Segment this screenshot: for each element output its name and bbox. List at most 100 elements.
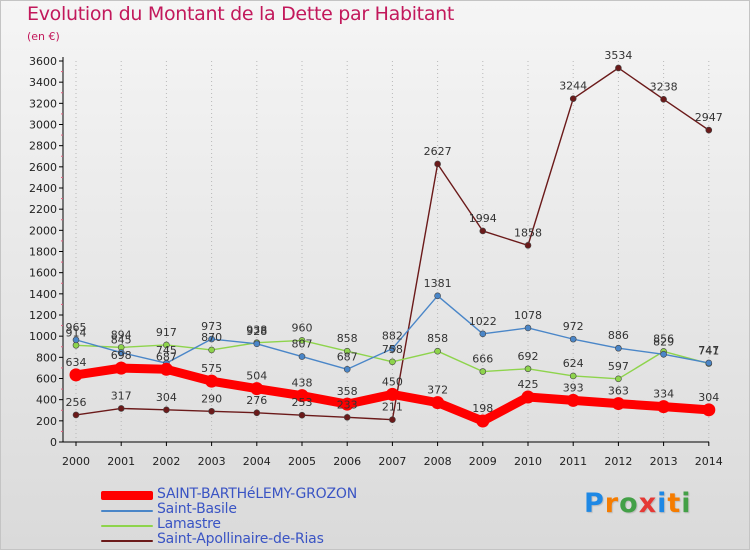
logo-letter: P bbox=[584, 488, 605, 519]
data-point bbox=[524, 365, 532, 373]
legend-label: Saint-Basile bbox=[157, 501, 237, 517]
data-point bbox=[569, 335, 577, 343]
x-tick-label: 2011 bbox=[559, 455, 587, 468]
data-point bbox=[117, 349, 125, 356]
data-label: 886 bbox=[608, 329, 629, 342]
y-tick-label: 3000 bbox=[29, 119, 57, 132]
data-point bbox=[298, 353, 306, 360]
y-tick-label: 0 bbox=[50, 436, 57, 449]
data-point bbox=[479, 368, 487, 375]
data-point bbox=[434, 292, 441, 300]
y-tick-label: 3600 bbox=[29, 55, 57, 68]
proxiti-logo: Proxiti bbox=[584, 488, 692, 519]
y-tick-label: 1400 bbox=[29, 288, 57, 301]
y-tick-label: 1000 bbox=[29, 330, 57, 343]
data-label: 960 bbox=[292, 321, 313, 334]
y-tick-label: 400 bbox=[36, 394, 57, 407]
data-label: 256 bbox=[66, 396, 87, 409]
data-point bbox=[253, 340, 261, 348]
data-label: 858 bbox=[337, 332, 358, 345]
data-label: 304 bbox=[698, 391, 719, 404]
legend-swatch bbox=[101, 525, 153, 527]
data-point bbox=[163, 341, 170, 349]
data-point bbox=[343, 347, 351, 355]
data-label: 870 bbox=[201, 331, 222, 344]
data-label: 363 bbox=[608, 385, 629, 398]
data-point bbox=[69, 368, 83, 382]
logo-letter: t bbox=[667, 488, 682, 519]
data-point bbox=[479, 227, 487, 235]
x-tick-label: 2001 bbox=[107, 455, 135, 468]
data-label: 687 bbox=[337, 350, 358, 363]
y-tick-label: 2400 bbox=[29, 182, 57, 195]
data-label: 1994 bbox=[469, 212, 497, 225]
data-point bbox=[72, 411, 80, 419]
data-label: 438 bbox=[292, 377, 313, 390]
data-label: 856 bbox=[653, 332, 674, 345]
data-point bbox=[205, 374, 219, 388]
x-tick-label: 2014 bbox=[695, 455, 723, 468]
data-label: 504 bbox=[246, 370, 267, 383]
data-label: 253 bbox=[292, 396, 313, 409]
logo-letter: i bbox=[681, 488, 692, 519]
data-point bbox=[208, 335, 215, 343]
x-tick-label: 2013 bbox=[650, 455, 678, 468]
series-line bbox=[75, 407, 394, 421]
data-point bbox=[702, 403, 716, 417]
logo-letter: o bbox=[619, 488, 639, 519]
data-point bbox=[524, 324, 532, 332]
data-point bbox=[434, 347, 441, 355]
data-point bbox=[340, 397, 354, 411]
legend-item: Lamastre bbox=[101, 516, 421, 533]
y-tick-label: 1800 bbox=[29, 246, 57, 259]
x-tick-label: 2012 bbox=[604, 455, 632, 468]
data-label: 3534 bbox=[604, 49, 632, 62]
legend-label: Lamastre bbox=[157, 516, 221, 532]
data-point bbox=[208, 408, 215, 415]
data-label: 2947 bbox=[695, 111, 723, 124]
data-label: 358 bbox=[337, 385, 358, 398]
data-label: 858 bbox=[427, 332, 448, 345]
data-label: 372 bbox=[427, 384, 448, 397]
y-tick-label: 1200 bbox=[29, 309, 57, 322]
data-point bbox=[524, 242, 532, 249]
data-label: 758 bbox=[382, 343, 403, 356]
x-tick-label: 2003 bbox=[198, 455, 226, 468]
y-tick-label: 600 bbox=[36, 373, 57, 386]
data-label: 634 bbox=[66, 356, 87, 369]
data-point bbox=[389, 416, 396, 423]
y-tick-label: 2800 bbox=[29, 140, 57, 153]
legend-item: Saint-Apollinaire-de-Rias bbox=[101, 531, 421, 548]
data-point bbox=[250, 382, 264, 396]
data-label: 917 bbox=[156, 326, 177, 339]
legend: SAINT-BARTHéLEMY-GROZON Saint-Basile Lamas… bbox=[101, 486, 421, 548]
data-point bbox=[389, 358, 396, 366]
legend-item: Saint-Basile bbox=[101, 501, 421, 518]
legend-swatch bbox=[101, 540, 153, 542]
data-point bbox=[569, 95, 577, 102]
y-tick-label: 2000 bbox=[29, 224, 57, 237]
x-tick-label: 2008 bbox=[424, 455, 452, 468]
data-point bbox=[208, 346, 215, 354]
data-point bbox=[298, 411, 306, 419]
data-label: 597 bbox=[608, 360, 629, 373]
data-label: 304 bbox=[156, 391, 177, 404]
data-point bbox=[117, 405, 125, 412]
data-label: 829 bbox=[653, 335, 674, 348]
data-label: 928 bbox=[246, 325, 267, 338]
data-label: 393 bbox=[563, 381, 584, 394]
data-label: 233 bbox=[337, 398, 358, 411]
data-point bbox=[660, 96, 667, 103]
logo-letter: r bbox=[604, 488, 620, 519]
data-point bbox=[611, 397, 625, 411]
series-line bbox=[391, 67, 710, 421]
data-label: 450 bbox=[382, 375, 403, 388]
data-point bbox=[566, 393, 580, 407]
data-label: 317 bbox=[111, 389, 132, 402]
data-label: 845 bbox=[111, 334, 132, 347]
data-point bbox=[72, 336, 80, 344]
y-tick-label: 3400 bbox=[29, 76, 57, 89]
data-point bbox=[385, 387, 399, 401]
data-label: 3238 bbox=[650, 80, 678, 93]
